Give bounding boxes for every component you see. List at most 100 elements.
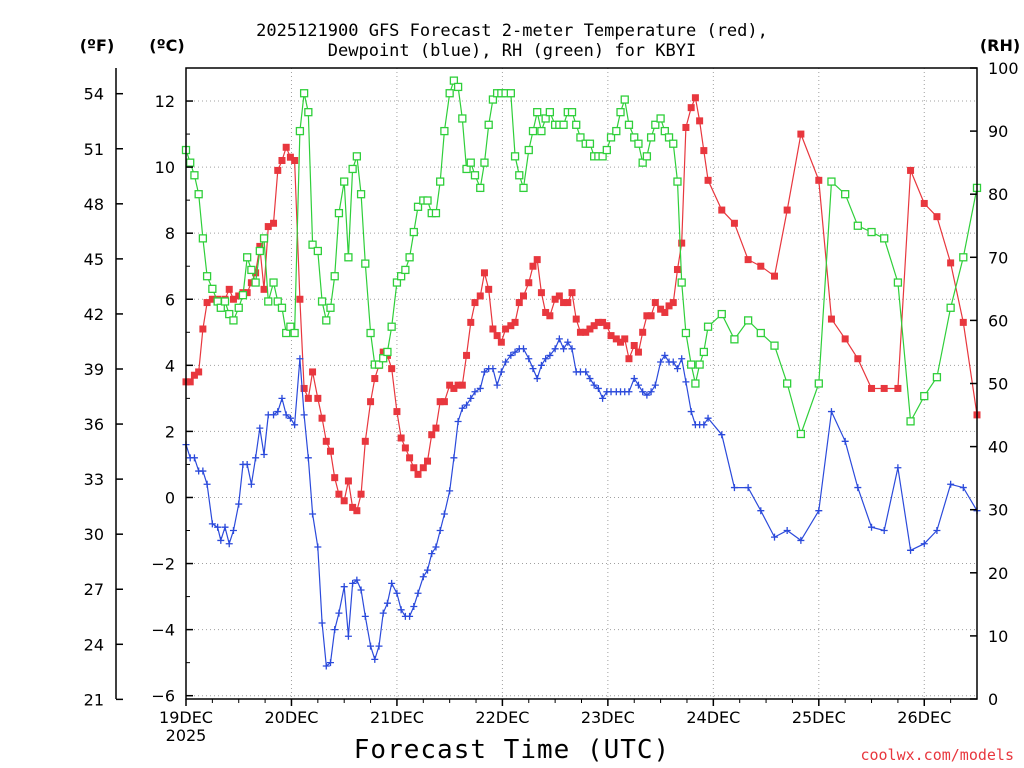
- x-axis-label: Forecast Time (UTC): [354, 735, 670, 765]
- dewpoint-point: [190, 454, 198, 462]
- dewpoint-point: [318, 619, 326, 627]
- rh-point: [413, 202, 423, 211]
- dewpoint-point: [393, 589, 401, 597]
- dewpoint-point: [436, 527, 444, 535]
- rh-point: [313, 246, 322, 256]
- rh-point: [541, 114, 550, 123]
- 2-meter-temperature-point: [507, 322, 515, 330]
- 2-meter-temperature-point: [309, 368, 317, 376]
- 2-meter-temperature-point: [797, 130, 805, 138]
- celsius-tick-label: 12: [155, 92, 175, 111]
- rh-point: [634, 139, 643, 148]
- rh-point: [190, 171, 199, 180]
- dewpoint-point: [647, 388, 655, 396]
- 2-meter-temperature-point: [718, 206, 726, 214]
- rh-point: [664, 133, 674, 142]
- dewpoint-point: [651, 381, 659, 389]
- rh-point: [853, 221, 862, 230]
- dewpoint-point: [590, 381, 598, 389]
- dewpoint-point: [361, 612, 369, 620]
- 2-meter-temperature-point: [502, 325, 510, 333]
- 2-meter-temperature-point: [959, 318, 967, 326]
- rh-point: [642, 152, 652, 161]
- celsius-tick-label: 4: [165, 356, 175, 375]
- dewpoint-point: [260, 451, 268, 459]
- 2-meter-temperature-point: [208, 295, 216, 303]
- rh-point: [295, 126, 305, 136]
- rh-point: [308, 240, 317, 249]
- 2-meter-temperature-point: [480, 269, 488, 277]
- dewpoint-point: [419, 573, 427, 581]
- dewpoint-point: [322, 662, 330, 670]
- dewpoint-point: [300, 411, 308, 419]
- x-tick-label: 21DEC: [370, 708, 424, 727]
- x-tick-label: 26DEC: [897, 708, 951, 727]
- rh-point: [409, 227, 418, 237]
- 2-meter-temperature-point: [186, 378, 194, 386]
- 2-meter-temperature-point: [349, 503, 357, 511]
- dewpoint-point: [669, 358, 677, 366]
- rh-point: [264, 297, 273, 306]
- rh-tick-label: 90: [988, 122, 1008, 141]
- dewpoint-point: [599, 394, 607, 402]
- rh-point: [651, 120, 660, 129]
- credit-link[interactable]: coolwx.com/models: [860, 746, 1014, 764]
- rh-tick-label: 20: [988, 564, 1008, 583]
- x-tick-label: 24DEC: [686, 708, 740, 727]
- rh-point: [602, 145, 611, 155]
- 2-meter-temperature-point: [657, 305, 665, 313]
- 2-meter-temperature-point: [282, 143, 290, 151]
- rh-point: [946, 303, 955, 312]
- 2-meter-temperature-point: [432, 424, 440, 432]
- 2-meter-temperature-point: [428, 431, 436, 439]
- dewpoint-point: [225, 540, 233, 548]
- rh-point: [202, 272, 212, 281]
- dewpoint-point: [331, 626, 339, 634]
- dewpoint-point: [797, 536, 805, 544]
- 2-meter-temperature-point: [190, 371, 198, 379]
- 2-meter-temperature-point: [270, 219, 278, 227]
- rh-point: [299, 89, 309, 98]
- rh-point: [515, 171, 524, 180]
- rh-point: [247, 265, 256, 275]
- rh-point: [906, 417, 915, 426]
- rh-point: [959, 253, 968, 262]
- rh-point: [488, 95, 498, 104]
- fahrenheit-tick-label: 21: [84, 690, 104, 709]
- 2-meter-temperature-point: [612, 335, 620, 343]
- dewpoint-point: [661, 351, 669, 359]
- 2-meter-temperature-point: [304, 394, 312, 402]
- dewpoint-point: [551, 345, 559, 353]
- dewpoint-point: [841, 437, 849, 445]
- rh-point: [677, 278, 686, 287]
- rh-point: [216, 303, 225, 312]
- 2-meter-temperature-point: [551, 295, 559, 303]
- dewpoint-point: [353, 576, 361, 584]
- 2-meter-temperature-point: [515, 299, 523, 307]
- fahrenheit-tick-label: 24: [84, 635, 104, 654]
- rh-point: [374, 360, 384, 369]
- rh-point: [269, 278, 278, 287]
- fahrenheit-tick-label: 54: [84, 85, 104, 104]
- 2-meter-temperature-point: [397, 434, 405, 442]
- rh-point: [783, 379, 792, 388]
- 2-meter-temperature-point: [590, 322, 598, 330]
- 2-meter-temperature-point: [264, 223, 272, 231]
- celsius-unit-label: (ºC): [149, 36, 184, 55]
- dewpoint-point: [730, 484, 738, 492]
- rh-point: [401, 265, 410, 275]
- dewpoint-point: [489, 365, 497, 373]
- 2-meter-temperature-point: [367, 398, 375, 406]
- dewpoint-point: [868, 523, 876, 531]
- fahrenheit-unit-label: (ºF): [80, 36, 115, 55]
- dewpoint-point: [357, 586, 365, 594]
- rh-point: [703, 322, 713, 331]
- 2-meter-temperature-point: [446, 381, 454, 389]
- label-layer: 2025121900 GFS Forecast 2-meter Temperat…: [80, 21, 1020, 765]
- dewpoint-point: [639, 388, 647, 396]
- 2-meter-temperature-point: [546, 312, 554, 320]
- 2-meter-temperature-point: [467, 318, 475, 326]
- rh-point: [453, 82, 463, 92]
- dewpoint-point: [309, 510, 317, 518]
- 2-meter-temperature-point: [529, 262, 537, 270]
